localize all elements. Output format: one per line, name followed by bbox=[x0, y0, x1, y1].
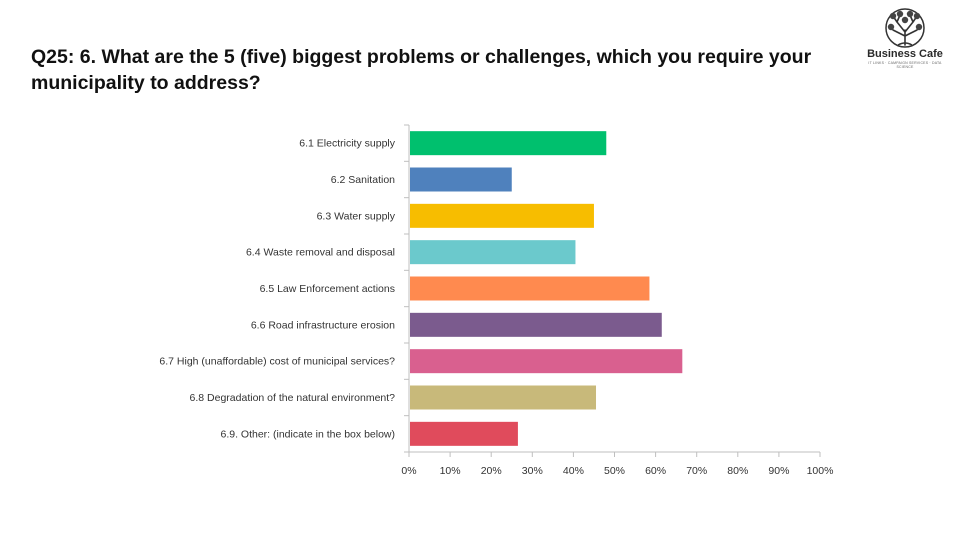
x-tick-label: 60% bbox=[645, 465, 666, 477]
category-label: 6.4 Waste removal and disposal bbox=[246, 247, 395, 259]
logo-name: Business Cafe bbox=[867, 48, 943, 60]
x-tick-label: 10% bbox=[440, 465, 461, 477]
tree-icon bbox=[885, 8, 925, 48]
x-tick-label: 30% bbox=[522, 465, 543, 477]
bar-8 bbox=[410, 385, 597, 410]
axes-group bbox=[404, 124, 821, 457]
x-tick-label: 40% bbox=[563, 465, 584, 477]
bar-7 bbox=[410, 349, 683, 374]
bar-5 bbox=[410, 276, 650, 301]
bars-group bbox=[410, 131, 683, 446]
category-label: 6.3 Water supply bbox=[317, 210, 396, 222]
x-tick-label: 100% bbox=[807, 465, 834, 477]
x-tick-label: 50% bbox=[604, 465, 625, 477]
x-tick-label: 90% bbox=[768, 465, 789, 477]
logo-tagline: IT LINKS · CAMPAIGN SERVICES · DATA SCIE… bbox=[868, 61, 942, 69]
category-label: 6.9. Other: (indicate in the box below) bbox=[220, 428, 395, 440]
category-labels-group: 6.1 Electricity supply 6.2 Sanitation 6.3 … bbox=[159, 138, 395, 441]
bar-1 bbox=[410, 131, 607, 156]
chart-title: Q25: 6. What are the 5 (five) biggest pr… bbox=[31, 46, 812, 94]
bar-4 bbox=[410, 240, 576, 265]
bar-2 bbox=[410, 167, 512, 192]
business-cafe-logo: Business Cafe IT LINKS · CAMPAIGN SERVIC… bbox=[862, 8, 948, 70]
bar-3 bbox=[410, 203, 594, 228]
x-tick-label: 70% bbox=[686, 465, 707, 477]
category-label: 6.2 Sanitation bbox=[331, 174, 395, 186]
bar-6 bbox=[410, 312, 662, 337]
x-tick-label: 20% bbox=[481, 465, 502, 477]
x-tick-label: 80% bbox=[727, 465, 748, 477]
category-label: 6.7 High (unaffordable) cost of municipa… bbox=[159, 356, 395, 368]
tick-labels-group: 0% 10% 20% 30% 40% 50% 60% 70% 80% 90% 100% bbox=[401, 465, 833, 477]
category-label: 6.8 Degradation of the natural environme… bbox=[190, 392, 396, 404]
category-label: 6.1 Electricity supply bbox=[299, 138, 395, 150]
bar-9 bbox=[410, 421, 518, 446]
x-tick-label: 0% bbox=[401, 465, 416, 477]
category-label: 6.6 Road infrastructure erosion bbox=[251, 319, 395, 331]
category-label: 6.5 Law Enforcement actions bbox=[260, 283, 395, 295]
